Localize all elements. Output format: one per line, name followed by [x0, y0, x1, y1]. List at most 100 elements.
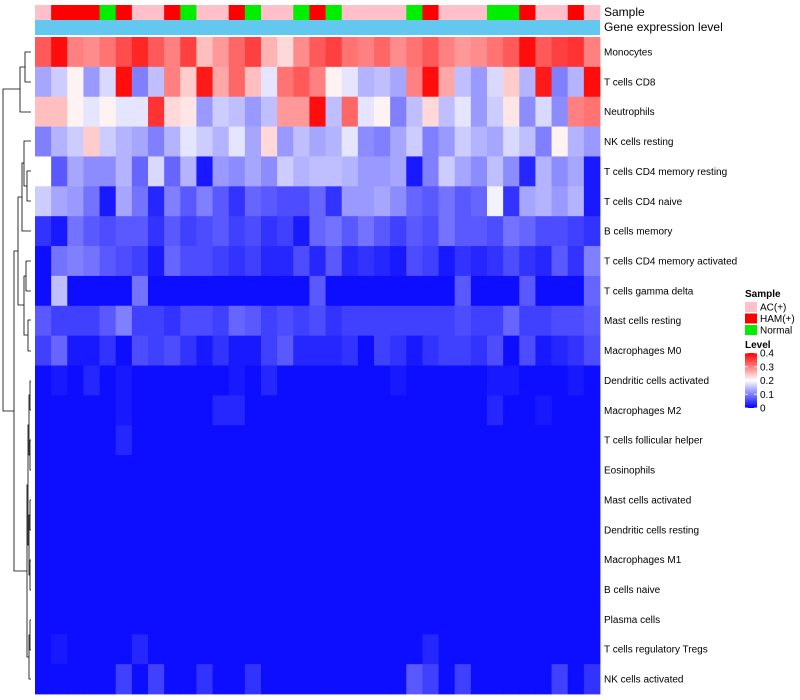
heatmap-cell	[503, 156, 520, 187]
heatmap-cell	[131, 574, 149, 605]
heatmap-cell	[228, 335, 246, 366]
heatmap-cell	[357, 425, 375, 456]
heatmap-cell	[35, 96, 52, 127]
heatmap-cell	[470, 156, 488, 187]
heatmap-cell	[374, 305, 391, 337]
heatmap-cell	[519, 634, 536, 665]
heatmap-cell	[277, 335, 294, 366]
heatmap-cell	[67, 186, 84, 217]
heatmap-cell	[357, 246, 375, 277]
heatmap-cell	[261, 484, 278, 516]
heatmap-cell	[244, 305, 262, 337]
heatmap-cell	[196, 66, 213, 98]
heatmap-cell	[99, 634, 117, 665]
heatmap-cell	[325, 216, 343, 247]
heatmap-cell	[519, 275, 536, 307]
heatmap-cell	[390, 425, 407, 456]
heatmap-cell	[454, 246, 472, 277]
heatmap-cell	[406, 335, 423, 366]
heatmap-cell	[519, 246, 536, 277]
heatmap-cell	[244, 514, 262, 546]
heatmap-cell	[422, 186, 439, 217]
heatmap-cell	[454, 484, 472, 516]
heatmap-cell	[519, 96, 536, 127]
heatmap-cell	[357, 126, 375, 157]
heatmap-cell	[551, 544, 569, 575]
heatmap-cell	[51, 514, 68, 546]
heatmap-cell	[406, 156, 423, 187]
heatmap-cell	[454, 156, 472, 187]
heatmap-cell	[487, 156, 504, 187]
heatmap-cell	[244, 455, 262, 486]
heatmap-cell	[261, 335, 278, 366]
heatmap-cell	[148, 66, 165, 98]
heatmap-cell	[131, 216, 149, 247]
sample-annotation-cell	[341, 5, 359, 20]
heatmap-cell	[325, 66, 343, 98]
heatmap-cell	[115, 395, 133, 426]
heatmap-cell	[277, 96, 294, 127]
heatmap-cell	[470, 455, 488, 486]
row-label: T cells CD8	[604, 77, 656, 88]
heatmap-cell	[406, 425, 423, 456]
heatmap-cell	[115, 634, 133, 665]
heatmap-cell	[115, 664, 133, 695]
row-label: Mast cells resting	[604, 316, 681, 327]
heatmap-cell	[99, 544, 117, 575]
heatmap-cell	[99, 156, 117, 187]
heatmap-cell	[51, 186, 68, 217]
heatmap-cell	[341, 395, 359, 426]
heatmap-cell	[293, 246, 310, 277]
heatmap-cell	[277, 365, 294, 396]
heatmap-cell	[115, 37, 133, 68]
heatmap-cell	[99, 305, 117, 337]
heatmap-cell	[583, 66, 601, 98]
heatmap-cell	[487, 246, 504, 277]
heatmap-cell	[309, 335, 326, 366]
heatmap-cell	[228, 455, 246, 486]
heatmap-cell	[261, 186, 278, 217]
sample-annotation-cell	[551, 5, 569, 20]
heatmap-cell	[341, 275, 359, 307]
heatmap-cell	[535, 544, 552, 575]
heatmap-cell	[454, 335, 472, 366]
heatmap-cell	[309, 37, 326, 68]
heatmap-cell	[131, 66, 149, 98]
heatmap-cell	[503, 275, 520, 307]
heatmap-cell	[131, 275, 149, 307]
heatmap-cell	[374, 246, 391, 277]
heatmap-cell	[357, 455, 375, 486]
heatmap-cell	[148, 156, 165, 187]
heatmap-cell	[99, 604, 117, 635]
heatmap-cell	[277, 216, 294, 247]
heatmap-cell	[470, 365, 488, 396]
heatmap-cell	[551, 664, 569, 695]
heatmap-cell	[293, 335, 310, 366]
heatmap-cell	[422, 126, 439, 157]
heatmap-cell	[83, 664, 100, 695]
heatmap-cell	[212, 126, 230, 157]
heatmap-cell	[277, 425, 294, 456]
sample-annotation-cell	[51, 5, 68, 20]
heatmap-cell	[196, 275, 213, 307]
sample-annotation-cell	[261, 5, 278, 20]
heatmap-cell	[325, 335, 343, 366]
sample-annotation-cell	[438, 5, 456, 20]
heatmap-cell	[67, 455, 84, 486]
heatmap-cell	[535, 216, 552, 247]
heatmap-cell	[390, 634, 407, 665]
heatmap-cell	[470, 66, 488, 98]
heatmap-cell	[180, 365, 197, 396]
heatmap-cell	[67, 96, 84, 127]
heatmap-cell	[83, 186, 100, 217]
heatmap-cell	[67, 634, 84, 665]
heatmap-cell	[551, 425, 569, 456]
heatmap-cell	[438, 37, 456, 68]
heatmap-cell	[99, 425, 117, 456]
heatmap-cell	[422, 246, 439, 277]
heatmap-cell	[99, 37, 117, 68]
sample-annotation-cell	[228, 5, 246, 20]
heatmap-cell	[551, 365, 569, 396]
heatmap-cell	[374, 574, 391, 605]
heatmap-cell	[357, 574, 375, 605]
